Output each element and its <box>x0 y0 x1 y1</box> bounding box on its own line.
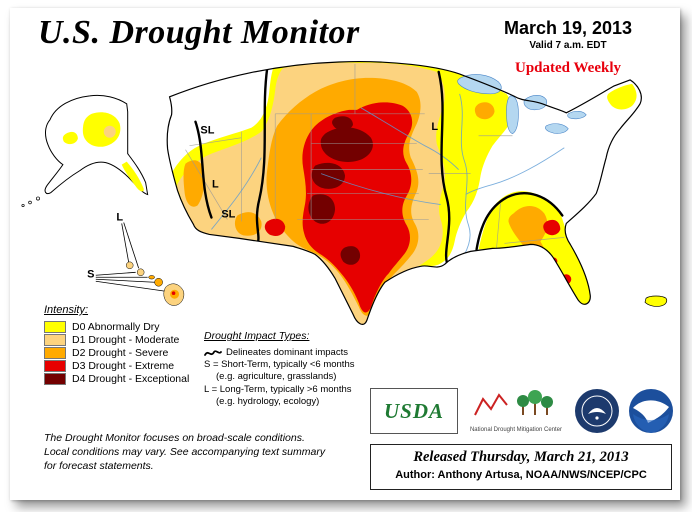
legend-title: Intensity: <box>44 304 89 316</box>
impact-delineates-label: Delineates dominant impacts <box>226 346 348 358</box>
legend-item: D1 Drought - Moderate <box>44 333 204 346</box>
drought-map: L S <box>21 61 668 325</box>
ndmc-logo-caption: National Drought Mitigation Center <box>469 426 563 433</box>
disclaimer-line: The Drought Monitor focuses on broad-sca… <box>44 432 305 444</box>
state-borders <box>185 63 565 249</box>
legend-item-label: D0 Abnormally Dry <box>72 320 160 333</box>
legend-swatch-d1 <box>44 333 66 346</box>
conus-impact-label: L <box>431 121 438 133</box>
conus-impact-label: L <box>212 179 219 191</box>
legend-swatch-d3 <box>44 359 66 372</box>
intensity-legend: Intensity: D0 Abnormally Dry D1 Drought … <box>44 304 204 385</box>
author-line: Author: Anthony Artusa, NOAA/NWS/NCEP/CP… <box>395 469 647 481</box>
hawaii-pointer-lines <box>95 222 166 292</box>
aleutian-island <box>36 196 40 201</box>
legend-item-label: D3 Drought - Extreme <box>72 359 175 372</box>
lake-ontario <box>567 111 587 120</box>
legend-item: D0 Abnormally Dry <box>44 320 204 333</box>
aleutian-island <box>21 203 25 208</box>
report-card: U.S. Drought Monitor March 19, 2013 Vali… <box>10 8 680 500</box>
updated-weekly-label: Updated Weekly <box>515 60 621 76</box>
page-title: U.S. Drought Monitor <box>38 14 360 51</box>
disclaimer-line: for forecast statements. <box>44 459 154 472</box>
hawaii-impact-label: L <box>116 211 123 223</box>
hawaii-island-kauai <box>125 261 134 270</box>
disclaimer-line: Local conditions may vary. See accompany… <box>44 445 326 458</box>
lake-superior <box>457 74 502 95</box>
dept-of-commerce-seal-icon <box>575 389 619 433</box>
impact-types-block: Drought Impact Types: Delineates dominan… <box>204 330 382 408</box>
hawaii-island-oahu <box>136 268 145 277</box>
legend-swatch-d2 <box>44 346 66 359</box>
disclaimer-text: The Drought Monitor focuses on broad-sca… <box>44 432 354 474</box>
conus-map: SL L SL L <box>166 61 642 325</box>
impact-types-title: Drought Impact Types: <box>204 330 310 342</box>
valid-time: Valid 7 a.m. EDT <box>529 40 607 51</box>
ndmc-logo-icon <box>474 389 553 415</box>
puerto-rico-inset-map <box>644 295 668 307</box>
ndmc-logo: National Drought Mitigation Center <box>466 389 566 434</box>
alaska-d0-area <box>121 161 144 192</box>
header-date-block: March 19, 2013 Valid 7 a.m. EDT Updated … <box>462 18 674 77</box>
legend-item: D2 Drought - Severe <box>44 346 204 359</box>
impact-short-term-label: S = Short-Term, typically <6 months <box>204 358 355 370</box>
alaska-d1-area <box>103 125 116 138</box>
impact-long-term-example: (e.g. hydrology, ecology) <box>216 396 320 408</box>
alaska-d0-area <box>82 112 121 147</box>
legend-swatch-d4 <box>44 372 66 385</box>
agency-logos-row: USDA National Drought Mitigation Center <box>370 382 676 440</box>
impact-boundary-lines <box>194 66 564 269</box>
release-box: Released Thursday, March 21, 2013 Author… <box>370 444 672 490</box>
alaska-d0-area <box>62 131 78 145</box>
legend-item-label: D4 Drought - Exceptional <box>72 372 190 385</box>
rivers <box>211 93 565 258</box>
usda-logo-text: USDA <box>383 398 445 423</box>
lake-michigan <box>506 95 519 135</box>
hawaii-island-maui <box>154 278 163 287</box>
legend-item-label: D1 Drought - Moderate <box>72 333 180 346</box>
map-date: March 19, 2013 <box>503 18 633 38</box>
impact-long-term-label: L = Long-Term, typically >6 months <box>204 383 352 395</box>
hawaii-impact-label: S <box>87 268 94 280</box>
great-lakes <box>457 74 587 135</box>
conus-impact-label: SL <box>221 208 235 220</box>
legend-item: D3 Drought - Extreme <box>44 359 204 372</box>
legend-swatch-d0 <box>44 320 66 333</box>
hawaii-island-molokai <box>148 275 155 280</box>
hawaii-d3-area <box>171 291 176 296</box>
alaska-inset-map <box>21 94 149 208</box>
puerto-rico-outline <box>644 295 668 307</box>
conus-impact-label: SL <box>200 125 214 137</box>
usda-logo: USDA <box>370 388 458 434</box>
legend-item: D4 Drought - Exceptional <box>44 372 204 385</box>
hawaii-inset-map: L S <box>87 211 185 306</box>
released-date: Released Thursday, March 21, 2013 <box>413 449 629 465</box>
legend-item-label: D2 Drought - Severe <box>72 346 169 359</box>
noaa-logo-icon <box>629 389 673 433</box>
lake-huron <box>523 95 548 111</box>
aleutian-island <box>28 200 32 205</box>
lake-erie <box>545 123 569 134</box>
conus-outline <box>166 61 642 325</box>
impact-short-term-example: (e.g. agriculture, grasslands) <box>216 371 337 383</box>
squiggle-line-icon <box>204 350 222 356</box>
